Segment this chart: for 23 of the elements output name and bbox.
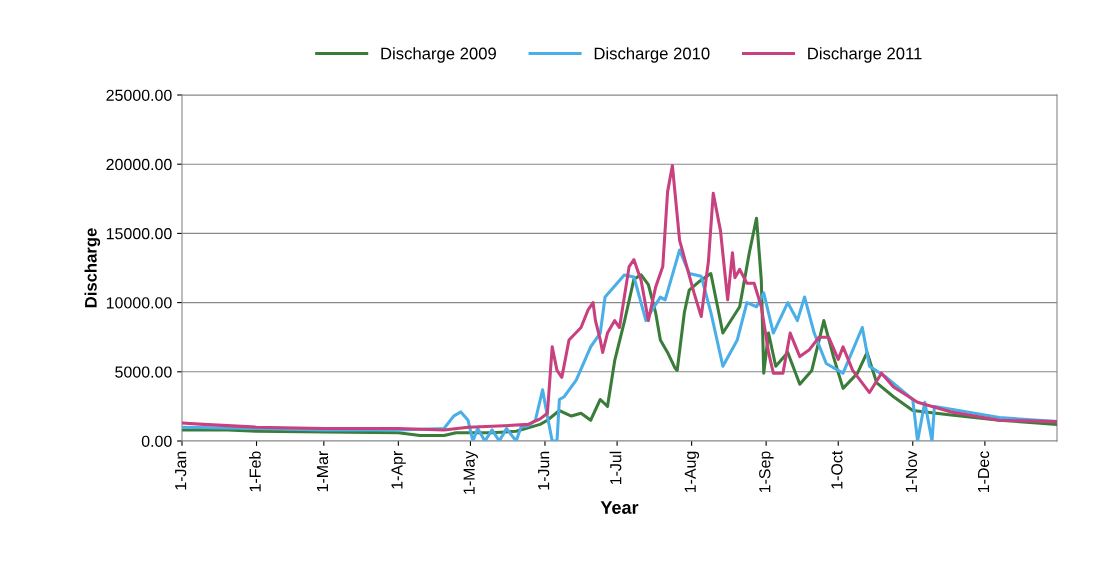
x-tick-label: 1-Oct bbox=[831, 450, 843, 489]
legend-label: Discharge 2010 bbox=[594, 47, 710, 63]
y-axis-title: Discharge bbox=[84, 228, 101, 308]
x-tick-label: 1-Sep bbox=[759, 451, 774, 493]
x-tick-label: 1-Feb bbox=[249, 451, 261, 492]
legend-label: Discharge 2009 bbox=[381, 47, 496, 63]
legend-label: Discharge 2011 bbox=[808, 47, 922, 63]
x-axis-title: Year bbox=[600, 501, 639, 514]
x-tick-label: 1-Apr bbox=[391, 450, 406, 489]
y-tick-label: 15000.00 bbox=[106, 228, 172, 240]
y-tick-label: 0.00 bbox=[141, 435, 172, 447]
x-tick-label: 1-Aug bbox=[684, 451, 700, 493]
x-tick-label: 1-Dec bbox=[978, 451, 990, 493]
y-tick-label: 20000.00 bbox=[106, 158, 172, 171]
x-tick-label: 1-May bbox=[463, 450, 478, 494]
x-tick-label: 1-Mar bbox=[316, 450, 329, 492]
x-tick-label: 1-Jun bbox=[538, 451, 550, 490]
x-tick-label: 1-Jul bbox=[609, 451, 622, 485]
y-tick-label: 25000.00 bbox=[106, 89, 172, 101]
y-tick-label: 5000.00 bbox=[115, 366, 172, 378]
x-tick-label: 1-Nov bbox=[905, 450, 918, 493]
y-tick-label: 10000.00 bbox=[106, 297, 172, 309]
x-tick-label: 1-Jan bbox=[175, 451, 187, 490]
